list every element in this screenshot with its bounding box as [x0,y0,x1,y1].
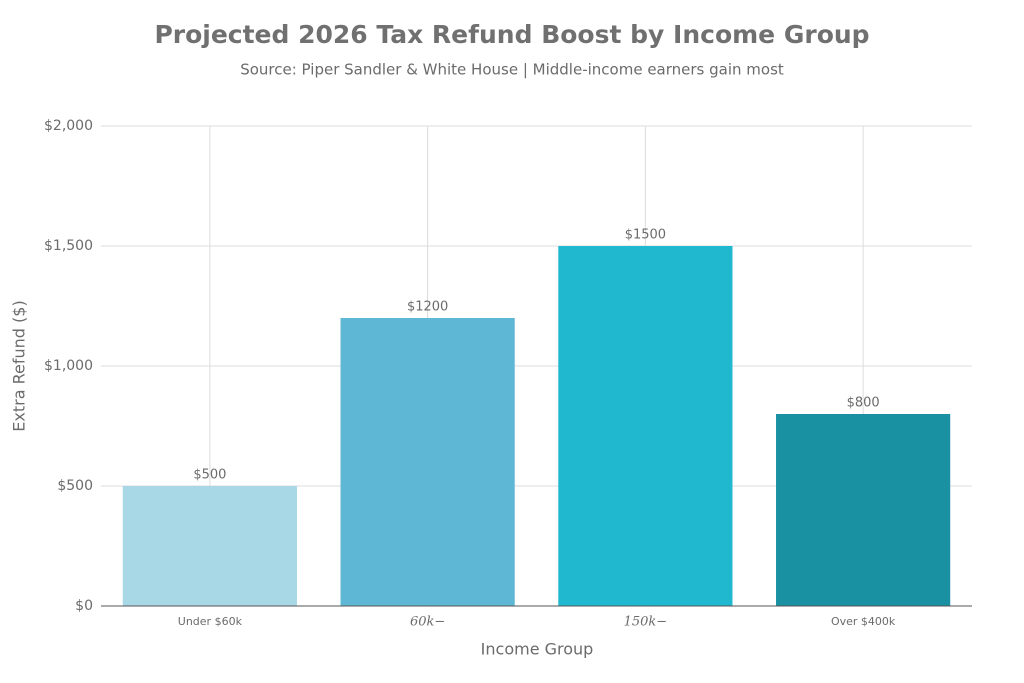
y-tick-label: $500 [57,478,93,494]
x-tick-label: Over $400k [831,615,896,628]
x-tick-label: 150k− [624,615,668,630]
bar [776,414,951,606]
value-label: $1200 [407,300,448,315]
y-tick-label: $1,000 [44,358,93,374]
y-tick-label: $1,500 [44,238,93,254]
y-tick-label: $2,000 [44,118,93,134]
bar [340,318,515,606]
chart-title: Projected 2026 Tax Refund Boost by Incom… [154,20,869,49]
y-tick-label: $0 [75,598,93,614]
y-axis-label: Extra Refund ($) [10,300,29,431]
bar [122,486,297,606]
value-label: $800 [847,396,880,411]
value-label: $1500 [625,228,666,243]
x-tick-label: Under $60k [178,615,243,628]
x-axis-label: Income Group [481,640,594,659]
chart-subtitle: Source: Piper Sandler & White House | Mi… [240,61,784,79]
x-tick-label: 60k− [410,615,445,630]
value-label: $500 [193,468,226,483]
bar [558,246,733,606]
